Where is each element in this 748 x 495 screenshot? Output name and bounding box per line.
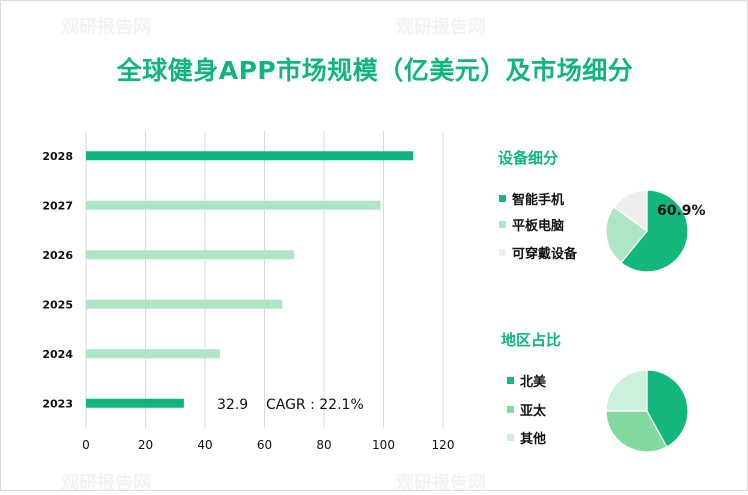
x-tick-label: 20 [138, 438, 153, 452]
pie-slice-2 [605, 369, 648, 412]
pie-slice-0 [646, 369, 689, 448]
region-pie-title: 地区占比 [501, 331, 562, 349]
y-tick-label: 2025 [42, 298, 73, 311]
watermark: 观研报告网 [396, 17, 486, 38]
watermark: 观研报告网 [396, 473, 486, 494]
bar-2024 [86, 349, 220, 359]
legend-label: 北美 [520, 375, 547, 390]
legend-label: 平板电脑 [512, 219, 565, 234]
legend-item-tablet: 平板电脑 [499, 215, 564, 234]
watermark: 观研报告网 [61, 473, 151, 494]
region-pie-chart [605, 369, 689, 453]
y-tick-label: 2024 [42, 348, 73, 361]
legend-label: 亚太 [520, 404, 547, 419]
x-tick-label: 0 [82, 438, 90, 452]
legend-item-smartphone: 智能手机 [499, 189, 564, 208]
legend-item-asia-pacific: 亚太 [507, 400, 546, 419]
pie-slice-2 [612, 189, 648, 233]
bar-2023 [86, 398, 184, 408]
legend-swatch-north-america [507, 377, 514, 384]
legend-swatch-tablet [499, 221, 506, 228]
pie-slice-1 [605, 206, 648, 264]
y-tick-label: 2028 [42, 150, 73, 163]
device-pie-title: 设备细分 [498, 149, 559, 167]
legend-label: 智能手机 [512, 193, 565, 208]
watermark: 观研报告网 [61, 17, 151, 38]
bar-2025 [86, 299, 283, 309]
bar-2026 [86, 250, 295, 260]
legend-swatch-wearable [499, 249, 506, 256]
legend-item-other: 其他 [507, 428, 546, 447]
device-pie-chart [605, 189, 689, 273]
y-tick-label: 2027 [42, 199, 73, 212]
chart-title: 全球健身APP市场规模（亿美元）及市场细分 [116, 56, 634, 85]
x-tick-label: 100 [372, 438, 395, 452]
bar-2028 [86, 151, 414, 161]
legend-label: 其他 [520, 432, 547, 447]
y-tick-label: 2023 [42, 397, 73, 410]
bar-2027 [86, 200, 381, 210]
legend-item-wearable: 可穿戴设备 [499, 243, 577, 262]
x-tick-label: 60 [257, 438, 272, 452]
pie-slice-0 [620, 189, 689, 273]
bar-annotation: 32.9 CAGR : 22.1% [217, 397, 364, 413]
x-tick-label: 120 [432, 438, 455, 452]
legend-item-north-america: 北美 [507, 371, 546, 390]
x-tick-label: 80 [316, 438, 331, 452]
pie-slice-1 [605, 410, 668, 453]
legend-swatch-smartphone [499, 195, 506, 202]
x-tick-label: 40 [197, 438, 212, 452]
y-tick-label: 2026 [42, 249, 73, 262]
legend-swatch-asia-pacific [507, 406, 514, 413]
legend-swatch-other [507, 434, 514, 441]
legend-label: 可穿戴设备 [512, 247, 578, 262]
pie-data-label: 60.9% [657, 203, 706, 219]
